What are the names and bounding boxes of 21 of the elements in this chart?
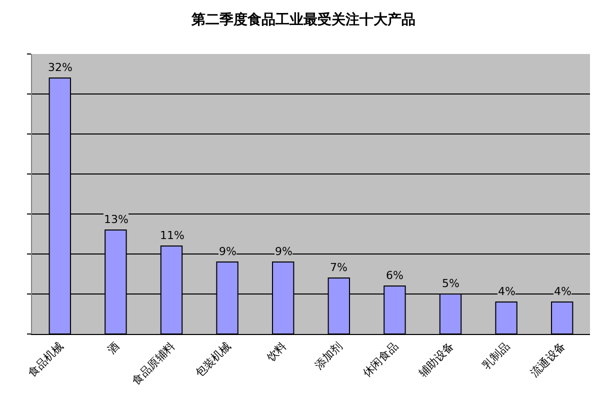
data-label: 4% (554, 285, 572, 298)
x-tick-label: 包装机械 (193, 340, 234, 380)
x-tick-label: 休闲食品 (360, 340, 401, 380)
x-tick-label: 饮料 (264, 340, 290, 365)
data-label: 6% (386, 269, 404, 282)
data-label: 7% (330, 261, 348, 274)
x-tick-label: 添加剂 (312, 340, 345, 372)
x-tick-label: 酒 (104, 340, 122, 356)
x-tick-label: 辅助设备 (416, 340, 457, 380)
chart-title: 第二季度食品工业最受关注十大产品 (190, 11, 416, 28)
data-label: 9% (219, 245, 236, 258)
data-label: 13% (104, 213, 128, 226)
data-label: 11% (160, 229, 184, 242)
x-tick-label: 流通设备 (528, 340, 568, 380)
data-label: 5% (442, 277, 460, 290)
data-label: 32% (48, 61, 72, 74)
x-tick-label: 乳制品 (480, 340, 512, 372)
data-label: 4% (498, 285, 516, 298)
data-label: 9% (275, 245, 292, 258)
x-tick-label: 食品原辅料 (129, 340, 178, 388)
x-tick-label: 食品机械 (26, 340, 66, 380)
